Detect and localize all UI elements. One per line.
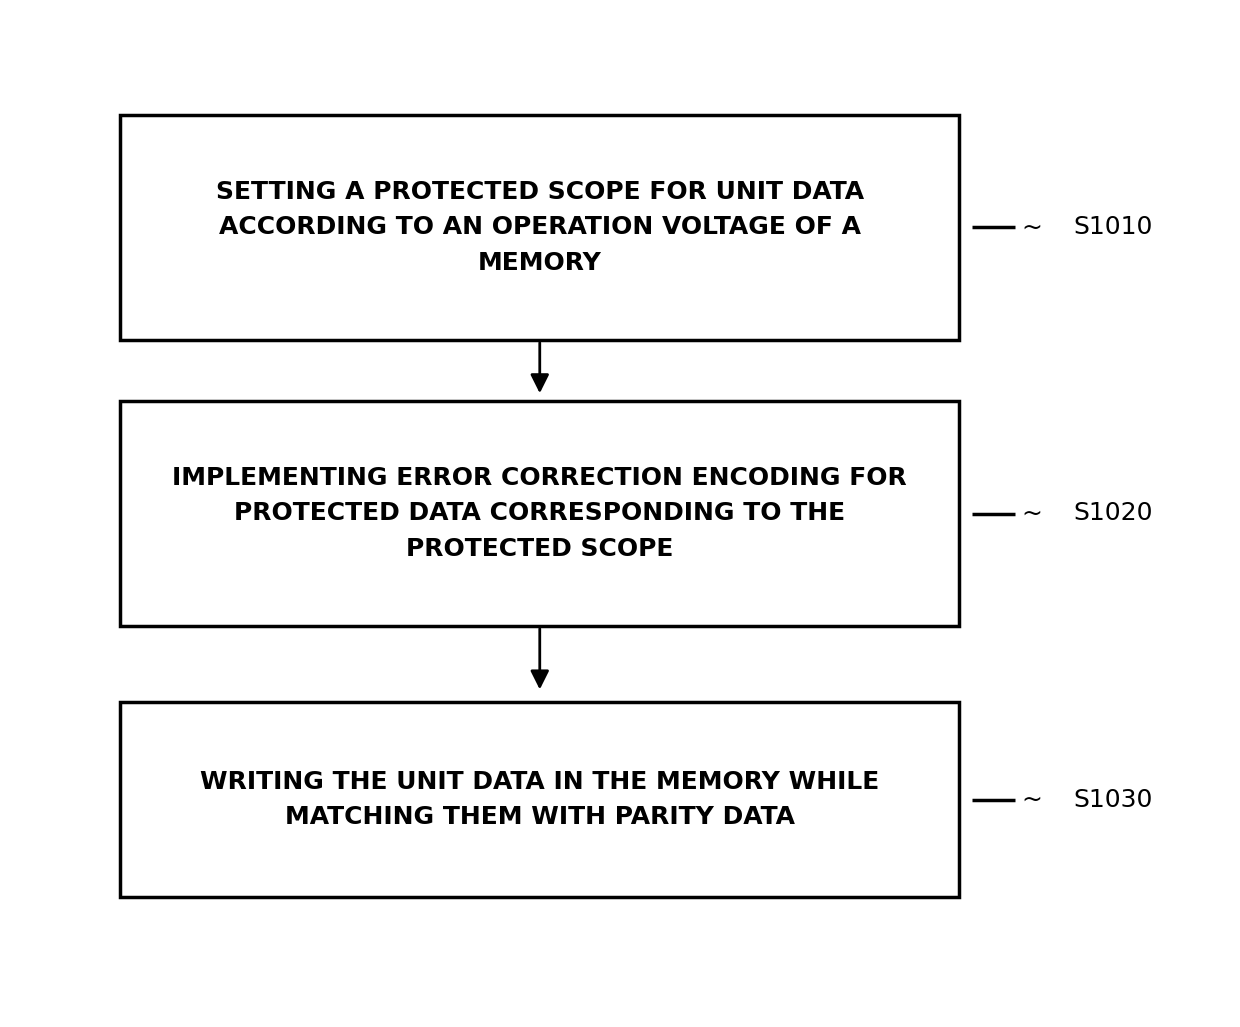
FancyBboxPatch shape (120, 115, 960, 340)
Text: ~: ~ (1022, 788, 1042, 811)
FancyBboxPatch shape (120, 702, 960, 897)
Text: S1030: S1030 (1073, 788, 1152, 811)
Text: WRITING THE UNIT DATA IN THE MEMORY WHILE
MATCHING THEM WITH PARITY DATA: WRITING THE UNIT DATA IN THE MEMORY WHIL… (200, 770, 879, 829)
Text: IMPLEMENTING ERROR CORRECTION ENCODING FOR
PROTECTED DATA CORRESPONDING TO THE
P: IMPLEMENTING ERROR CORRECTION ENCODING F… (172, 466, 908, 561)
Text: ~: ~ (1022, 501, 1042, 526)
Text: SETTING A PROTECTED SCOPE FOR UNIT DATA
ACCORDING TO AN OPERATION VOLTAGE OF A
M: SETTING A PROTECTED SCOPE FOR UNIT DATA … (216, 180, 864, 275)
Text: ~: ~ (1022, 216, 1042, 239)
Text: S1010: S1010 (1073, 216, 1152, 239)
FancyBboxPatch shape (120, 402, 960, 625)
Text: S1020: S1020 (1073, 501, 1152, 526)
